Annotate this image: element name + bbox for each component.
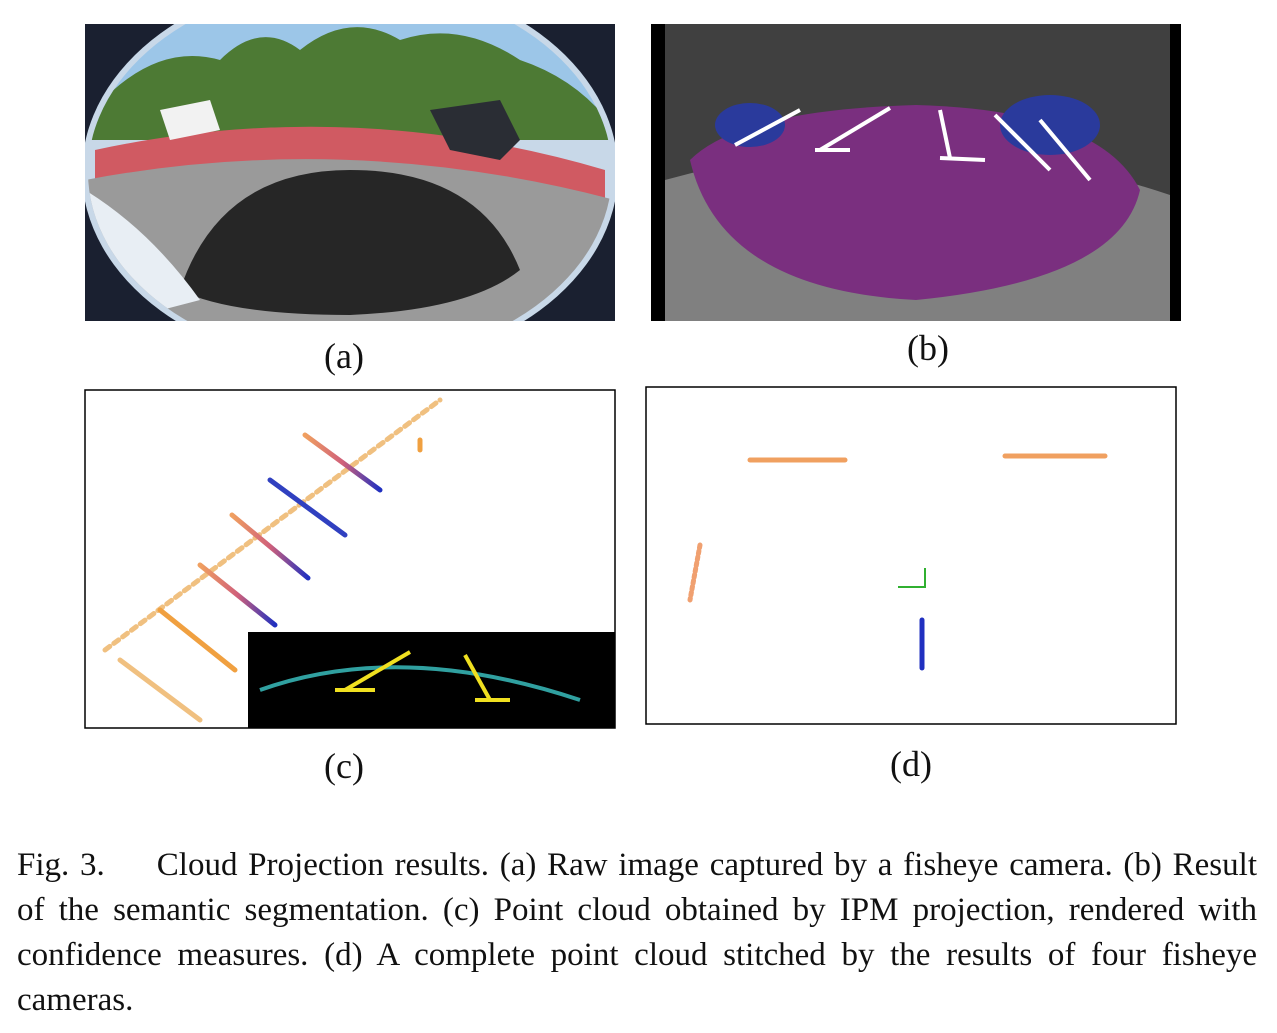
panel-label: (a) — [324, 336, 364, 376]
panel-label: (d) — [890, 744, 932, 784]
panel-d-image — [645, 386, 1188, 725]
figure: (a) (b) (c) (d) — [84, 24, 1188, 786]
panel-label: (b) — [907, 328, 949, 368]
caption-label: Fig. 3. — [17, 847, 105, 883]
panel-c-image — [84, 389, 616, 729]
panel-label: (c) — [324, 746, 364, 786]
panel-b-image — [651, 24, 1181, 321]
caption: Fig. 3. Cloud Projection results. (a) Raw… — [17, 843, 1257, 1023]
panel-a-image — [85, 24, 615, 321]
caption-text: Cloud Projection results. (a) Raw image … — [17, 847, 1257, 1018]
